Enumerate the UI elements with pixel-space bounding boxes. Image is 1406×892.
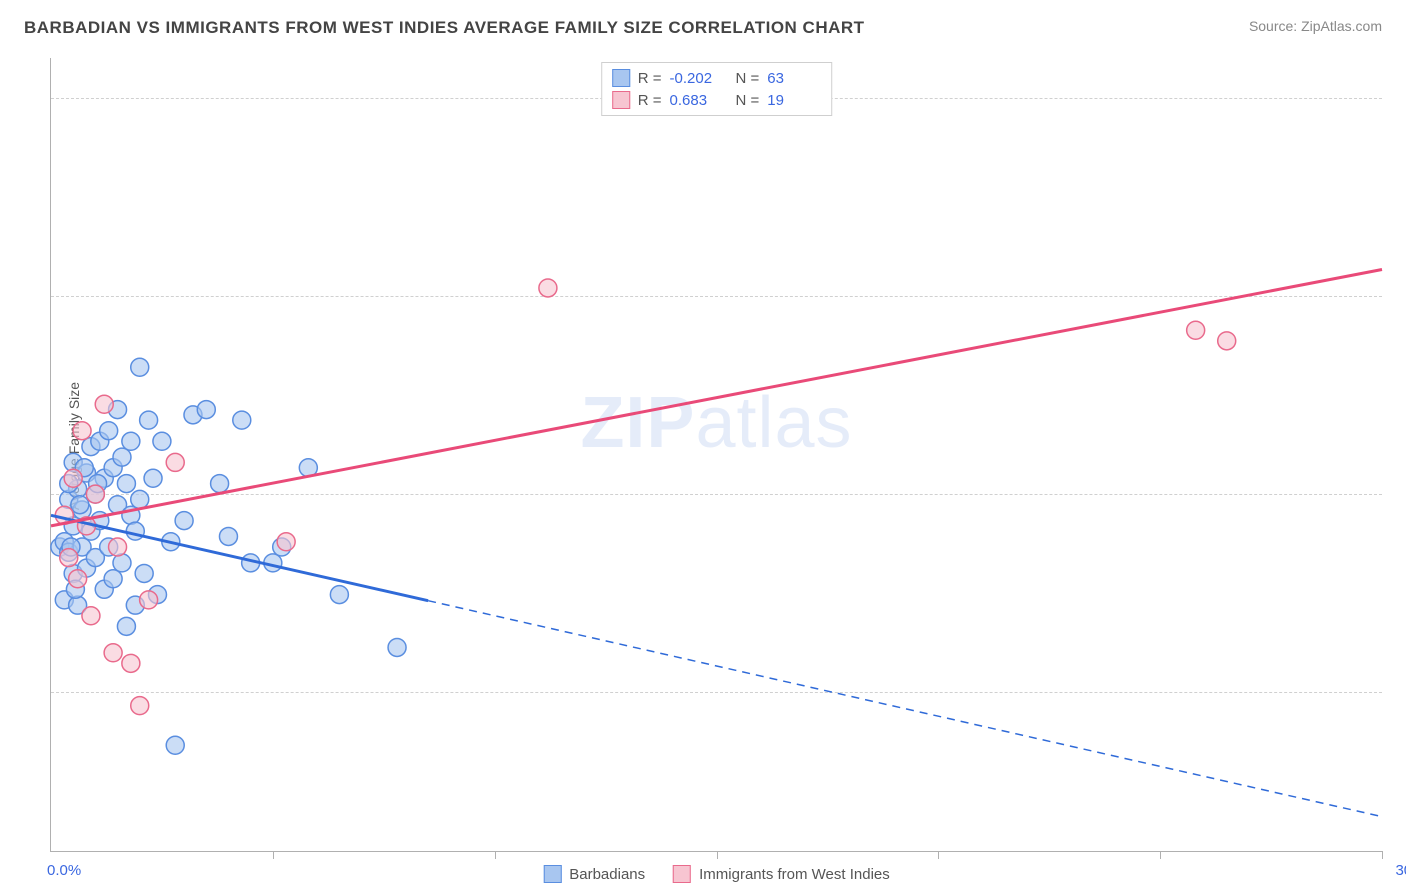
y-tick-label: 2.75 [1388, 684, 1406, 701]
r-label: R = [638, 92, 662, 109]
r-value: 0.683 [670, 92, 724, 109]
y-tick-label: 4.25 [1388, 287, 1406, 304]
swatch-icon [673, 865, 691, 883]
chart-title: BARBADIAN VS IMMIGRANTS FROM WEST INDIES… [24, 18, 865, 38]
n-value: 19 [767, 92, 821, 109]
legend-item-immigrants: Immigrants from West Indies [673, 865, 890, 883]
source-name: ZipAtlas.com [1301, 18, 1382, 34]
swatch-icon [612, 69, 630, 87]
n-value: 63 [767, 70, 821, 87]
legend-item-barbadians: Barbadians [543, 865, 645, 883]
n-label: N = [736, 92, 760, 109]
legend-row-barbadians: R = -0.202 N = 63 [612, 67, 822, 89]
legend-row-immigrants: R = 0.683 N = 19 [612, 89, 822, 111]
y-tick-label: 3.50 [1388, 486, 1406, 503]
series-name: Immigrants from West Indies [699, 866, 890, 883]
source-prefix: Source: [1249, 18, 1301, 34]
swatch-icon [612, 91, 630, 109]
series-name: Barbadians [569, 866, 645, 883]
scatter-plot-svg [51, 58, 1382, 851]
swatch-icon [543, 865, 561, 883]
y-tick-label: 5.00 [1388, 89, 1406, 106]
r-label: R = [638, 70, 662, 87]
x-axis-min-label: 0.0% [47, 862, 81, 879]
series-legend: Barbadians Immigrants from West Indies [543, 865, 890, 883]
source-attribution: Source: ZipAtlas.com [1249, 18, 1382, 34]
correlation-legend: R = -0.202 N = 63 R = 0.683 N = 19 [601, 62, 833, 116]
r-value: -0.202 [670, 70, 724, 87]
chart-plot-area: ZIPatlas 2.753.504.255.00 R = -0.202 N =… [50, 58, 1382, 852]
x-axis-max-label: 30.0% [1395, 862, 1406, 879]
n-label: N = [736, 70, 760, 87]
